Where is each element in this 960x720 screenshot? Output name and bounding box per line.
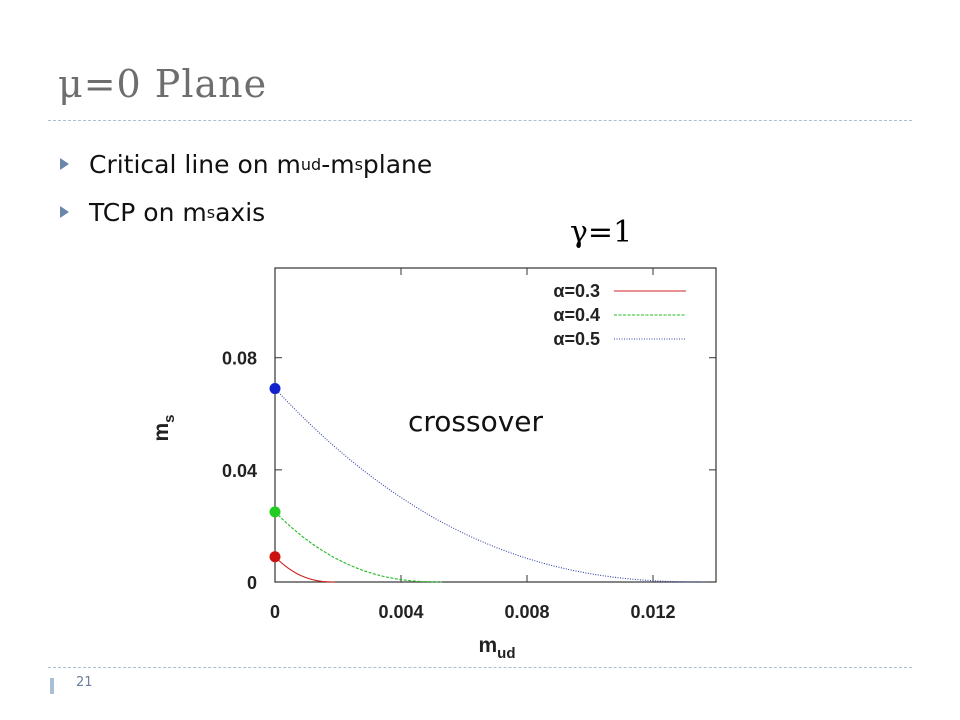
triangle-bullet-icon [60,206,69,218]
x-axis-label: mud [478,634,515,662]
slide-title: μ=0 Plane [58,62,268,106]
y-axis-label: ms [150,414,178,441]
plot-frame [274,267,717,583]
x-tick-label: 0.012 [630,602,675,622]
footer-divider [48,667,912,668]
tcp-point-2 [269,506,281,518]
y-tick-label: 0.08 [222,349,257,369]
series-line-1 [274,556,335,583]
title-divider [48,120,912,121]
tcp-point-3 [269,383,281,395]
x-tick-label: 0 [270,602,280,622]
y-tick-label: 0 [247,573,257,593]
page-number: 21 [76,675,93,690]
x-tick-label: 0.004 [378,602,423,622]
bullet-item-critical-line: Critical line on m ud -m s plane [58,140,432,188]
legend-label: α=0.3 [553,281,600,301]
x-tick-label: 0.008 [504,602,549,622]
legend-label: α=0.5 [553,329,600,349]
gamma-label: γ=1 [570,215,633,250]
tcp-point-1 [269,551,281,563]
crossover-annotation: crossover [408,405,544,438]
triangle-bullet-icon [60,158,69,170]
legend-label: α=0.4 [553,305,600,325]
series-line-2 [274,511,442,583]
page-marker [50,678,54,694]
y-tick-label: 0.04 [222,461,257,481]
